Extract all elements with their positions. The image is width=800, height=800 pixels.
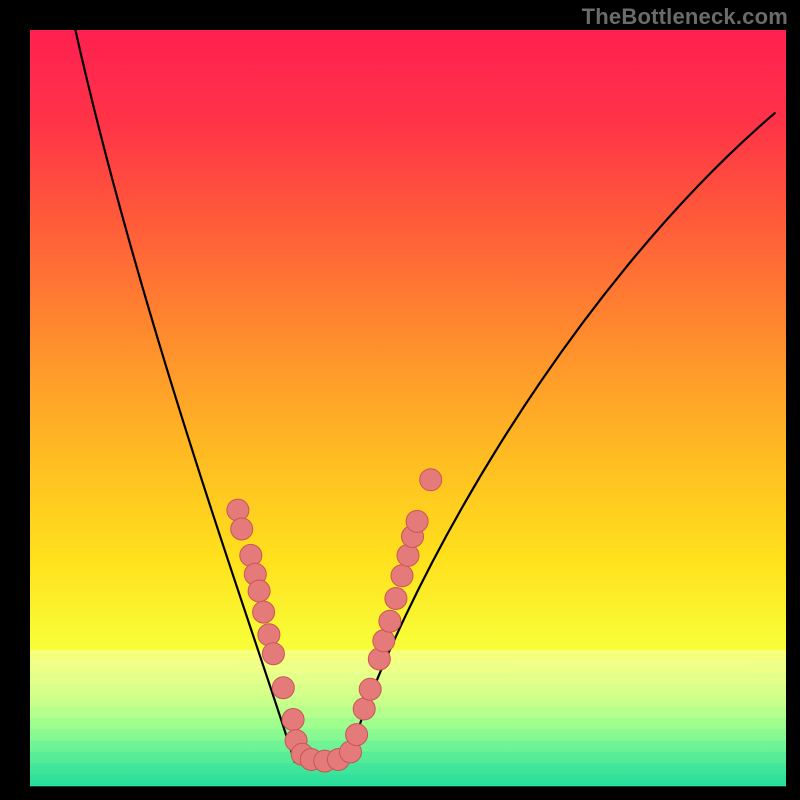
- green-band-stripe: [30, 729, 786, 741]
- data-point: [262, 643, 284, 665]
- green-band-stripe: [30, 707, 786, 719]
- data-point: [373, 630, 395, 652]
- data-point: [346, 724, 368, 746]
- data-point: [227, 499, 249, 521]
- chart-svg: [0, 0, 800, 800]
- green-band-stripe: [30, 650, 786, 662]
- green-band-stripe: [30, 661, 786, 673]
- data-point: [253, 601, 275, 623]
- data-point: [282, 709, 304, 731]
- data-point: [379, 610, 401, 632]
- data-point: [359, 678, 381, 700]
- green-band-stripe: [30, 673, 786, 685]
- green-band-stripe: [30, 775, 786, 787]
- data-point: [272, 677, 294, 699]
- data-point: [258, 624, 280, 646]
- data-point: [397, 544, 419, 566]
- green-band-stripe: [30, 763, 786, 775]
- data-point: [420, 469, 442, 491]
- green-band-stripe: [30, 752, 786, 764]
- data-point: [240, 544, 262, 566]
- watermark-text: TheBottleneck.com: [582, 4, 788, 30]
- data-point: [391, 565, 413, 587]
- data-point: [231, 518, 253, 540]
- data-point: [406, 510, 428, 532]
- data-point: [385, 588, 407, 610]
- green-band-stripe: [30, 718, 786, 730]
- green-band-stripe: [30, 741, 786, 753]
- green-band-stripe: [30, 684, 786, 696]
- data-point: [353, 698, 375, 720]
- green-band-stripe: [30, 695, 786, 707]
- chart-root: TheBottleneck.com: [0, 0, 800, 800]
- data-point: [248, 580, 270, 602]
